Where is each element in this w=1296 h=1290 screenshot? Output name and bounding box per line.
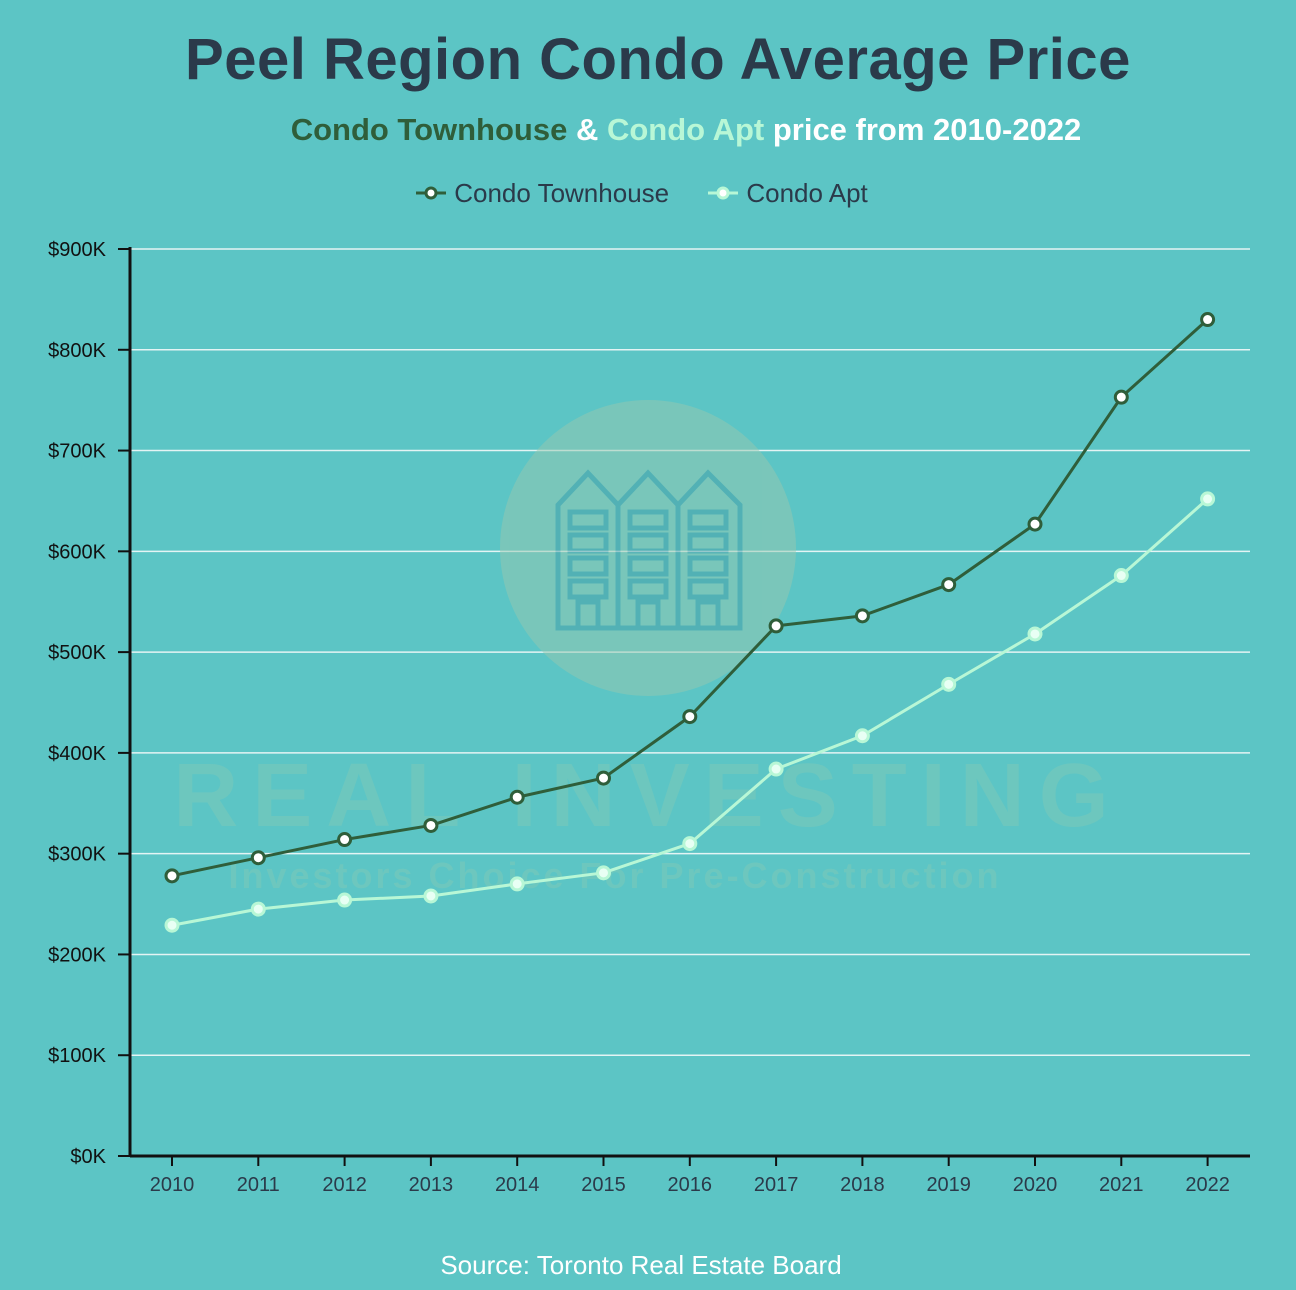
data-point-apt [596,865,611,881]
y-tick-label: $900K [48,239,106,261]
watermark: REAL INVESTING Investors Choice For Pre-… [173,400,1122,896]
y-tick-label: $400K [48,743,106,765]
chart-title: Peel Region Condo Average Price [185,27,1131,92]
condo-building-icon [555,469,743,631]
data-point-apt [768,761,784,777]
data-point-townhouse [1113,389,1129,405]
data-point-townhouse [1200,312,1216,328]
axes: $0K $100K $200K $300K $400K $500K $600K $700K $8… [48,239,1250,1196]
series-points [164,312,1216,933]
x-tick-label: 2011 [237,1174,280,1196]
data-point-townhouse [854,608,870,624]
subtitle-range: price from 2010-2022 [764,112,1082,147]
data-point-townhouse [164,868,180,884]
x-tick-label: 2022 [1185,1174,1230,1196]
data-point-apt [164,917,180,933]
x-tick-label: 2020 [1013,1174,1058,1196]
x-tick-label: 2021 [1099,1174,1144,1196]
y-tick-label: $0K [70,1146,106,1168]
x-tick-label: 2016 [668,1174,713,1196]
line-chart: REAL INVESTING Investors Choice For Pre-… [48,239,1250,1196]
x-tick-label: 2013 [409,1174,454,1196]
legend-item-apt: Condo Apt [708,177,868,209]
x-tick-label: 2015 [581,1174,626,1196]
chart-legend: Condo Townhouse Condo Apt [0,176,1284,209]
legend-label-apt: Condo Apt [746,177,868,208]
subtitle-apt: Condo Apt [606,112,765,147]
legend-label-townhouse: Condo Townhouse [454,177,670,208]
x-tick-label: 2017 [754,1174,799,1196]
data-point-apt [682,836,698,852]
x-tick-label: 2018 [840,1174,885,1196]
data-point-apt [1113,568,1129,584]
data-point-townhouse [1027,516,1043,532]
data-point-apt [337,892,353,908]
watermark-brand: REAL INVESTING [173,746,1122,846]
data-point-apt [854,728,870,744]
watermark-circle [500,400,796,696]
data-point-apt [1200,491,1216,507]
subtitle-amp: & [567,112,607,147]
data-point-apt [1027,626,1043,642]
y-tick-label: $100K [48,1045,106,1067]
data-point-townhouse [250,850,266,866]
data-point-apt [941,676,957,692]
data-point-townhouse [768,618,784,634]
x-tick-label: 2014 [495,1174,540,1196]
data-point-apt [423,888,439,904]
y-tick-label: $700K [48,441,106,463]
y-tick-label: $200K [48,944,106,966]
x-tick-label: 2012 [322,1174,367,1196]
y-tick-label: $600K [48,541,106,563]
subtitle-townhouse: Condo Townhouse [290,112,568,147]
x-tick-label: 2010 [150,1174,195,1196]
x-tick-label: 2019 [926,1174,971,1196]
watermark-tagline: Investors Choice For Pre-Construction [228,855,1001,896]
data-point-townhouse [596,770,611,786]
y-tick-label: $500K [48,642,106,664]
y-tick-label: $800K [48,340,106,362]
data-point-apt [509,876,525,892]
data-point-townhouse [941,577,957,593]
y-tick-label: $300K [48,844,106,866]
legend-item-townhouse: Condo Townhouse [416,178,669,209]
data-point-townhouse [509,789,525,805]
data-point-townhouse [423,817,439,833]
source-note: Source: Toronto Real Estate Board [440,1250,842,1280]
chart-subtitle: Condo Townhouse & Condo Apt price from 2… [0,112,1296,148]
data-point-townhouse [682,709,698,725]
data-point-apt [250,901,266,917]
legend-marker-townhouse [416,186,447,200]
data-point-townhouse [337,832,353,848]
legend-marker-apt [708,186,739,200]
